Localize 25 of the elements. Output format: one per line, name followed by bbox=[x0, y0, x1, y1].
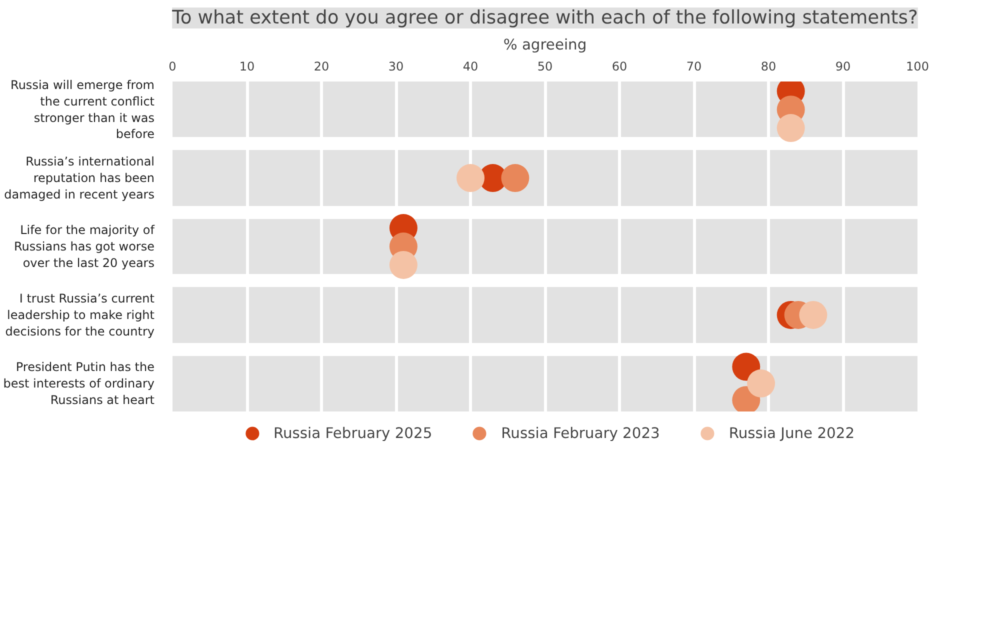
point bbox=[501, 164, 530, 192]
x-tick-label: 30 bbox=[388, 60, 404, 74]
legend-label: Russia February 2023 bbox=[501, 424, 660, 442]
y-tick-label: Life for the majority of Russians has got worse over the last 20 years bbox=[14, 223, 156, 270]
x-tick-label: 40 bbox=[462, 60, 478, 74]
x-tick-label: 100 bbox=[906, 60, 929, 74]
point bbox=[799, 300, 828, 329]
x-tick-label: 60 bbox=[612, 60, 628, 74]
y-tick-label: Russia will emerge from the current conflict stronger than it was before bbox=[10, 78, 155, 142]
x-tick-label: 0 bbox=[168, 60, 176, 74]
point bbox=[456, 164, 484, 192]
y-tick-label: President Putin has the best interests of ordinary Russians at heart bbox=[3, 360, 155, 407]
x-tick-label: 80 bbox=[760, 60, 776, 74]
x-tick-label: 90 bbox=[835, 60, 851, 74]
x-tick-label: 50 bbox=[537, 60, 553, 74]
y-tick-label: Russia’s international reputation has been damaged in recent years bbox=[4, 154, 155, 202]
legend-label: Russia June 2022 bbox=[728, 424, 855, 442]
y-tick-label: I trust Russia’s current leadership to make right decisions for the country bbox=[5, 292, 155, 338]
x-tick-label: 20 bbox=[314, 60, 330, 74]
x-tick-label: 70 bbox=[686, 60, 702, 74]
chart-title: To what extent do you agree or disagree with each of the following statements? bbox=[171, 8, 918, 28]
legend-label: Russia February 2025 bbox=[273, 424, 432, 442]
x-axis-title: % agreeing bbox=[503, 36, 587, 54]
point bbox=[747, 369, 776, 398]
x-tick-label: 10 bbox=[239, 60, 255, 74]
